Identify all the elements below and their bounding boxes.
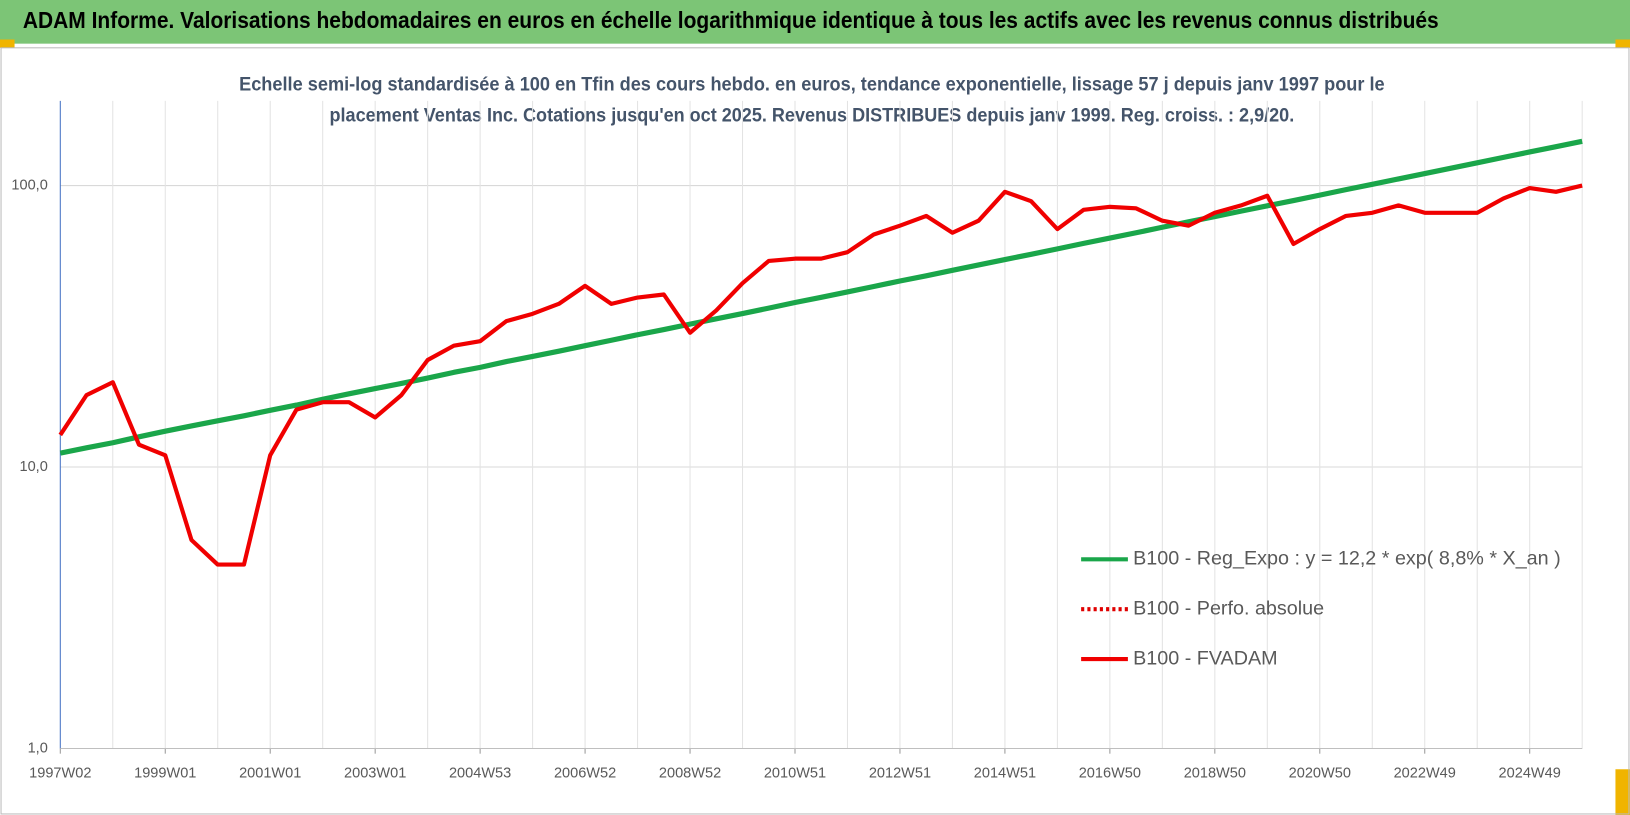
corner xyxy=(0,39,15,48)
x-tick-label: 2010W51 xyxy=(764,765,826,781)
corner xyxy=(1615,769,1630,815)
x-tick-label: 1999W01 xyxy=(134,765,196,781)
x-tick-label: 2012W51 xyxy=(869,765,931,781)
series-line xyxy=(58,183,1583,567)
legend-label: B100 - FVADAM xyxy=(1133,647,1278,669)
legend-label: B100 - Reg_Expo : y = 12,2 * exp( 8,8% *… xyxy=(1133,547,1561,569)
x-tick-label: 1997W02 xyxy=(29,765,91,781)
series-line xyxy=(59,138,1583,456)
chart-subtitle: placement Ventas Inc. Cotations jusqu'en… xyxy=(330,105,1295,127)
x-tick-label: 2006W52 xyxy=(554,765,616,781)
chart-title: ADAM Informe. Valorisations hebdomadaire… xyxy=(23,7,1439,33)
header-bar xyxy=(0,0,1630,44)
y-tick-label: 100,0 xyxy=(11,177,47,193)
corner xyxy=(1615,39,1630,48)
x-tick-label: 2018W50 xyxy=(1184,765,1246,781)
x-tick-label: 2003W01 xyxy=(344,765,406,781)
legend-label: B100 - Perfo. absolue xyxy=(1133,597,1324,619)
x-tick-label: 2020W50 xyxy=(1289,765,1351,781)
x-tick-label: 2001W01 xyxy=(239,765,301,781)
frame xyxy=(0,47,1630,815)
x-tick-label: 2014W51 xyxy=(974,765,1036,781)
x-tick-label: 2004W53 xyxy=(449,765,511,781)
y-tick-label: 1,0 xyxy=(28,740,48,756)
x-tick-label: 2008W52 xyxy=(659,765,721,781)
x-tick-label: 2022W49 xyxy=(1394,765,1456,781)
x-tick-label: 2024W49 xyxy=(1499,765,1561,781)
y-tick-label: 10,0 xyxy=(20,459,48,475)
chart-subtitle: Echelle semi-log standardisée à 100 en T… xyxy=(239,73,1385,95)
x-tick-label: 2016W50 xyxy=(1079,765,1141,781)
